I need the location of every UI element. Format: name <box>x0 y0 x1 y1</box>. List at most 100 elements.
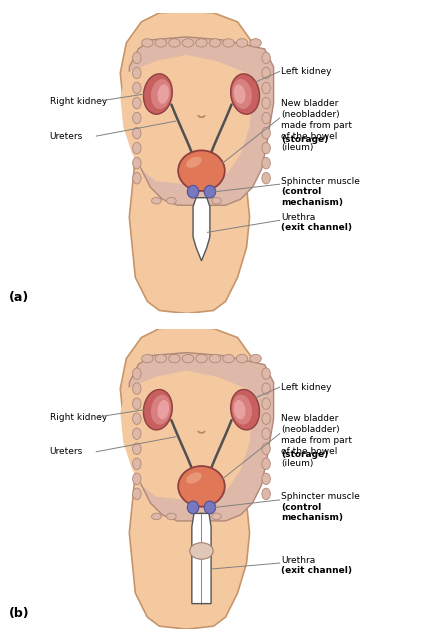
Ellipse shape <box>152 513 161 520</box>
Ellipse shape <box>132 473 141 485</box>
Ellipse shape <box>250 354 261 363</box>
Ellipse shape <box>151 79 171 109</box>
Ellipse shape <box>223 354 234 363</box>
Text: (a): (a) <box>9 291 29 304</box>
Ellipse shape <box>262 98 270 108</box>
Ellipse shape <box>132 383 141 394</box>
Ellipse shape <box>262 368 270 379</box>
Ellipse shape <box>132 127 141 139</box>
Ellipse shape <box>182 39 194 47</box>
Polygon shape <box>129 352 274 521</box>
Ellipse shape <box>132 98 141 108</box>
Text: (b): (b) <box>9 607 30 620</box>
Ellipse shape <box>178 150 225 191</box>
Text: (storage): (storage) <box>281 135 328 144</box>
Ellipse shape <box>187 186 199 198</box>
Ellipse shape <box>196 354 207 363</box>
Ellipse shape <box>197 198 206 204</box>
Ellipse shape <box>231 74 259 114</box>
Ellipse shape <box>236 354 248 363</box>
Text: (exit channel): (exit channel) <box>281 566 352 575</box>
Text: Sphincter muscle: Sphincter muscle <box>281 492 360 501</box>
Ellipse shape <box>262 473 270 485</box>
Ellipse shape <box>262 127 270 139</box>
Ellipse shape <box>132 428 141 440</box>
Ellipse shape <box>231 390 259 430</box>
Text: Left kidney: Left kidney <box>281 383 332 392</box>
Ellipse shape <box>132 143 141 154</box>
Ellipse shape <box>178 466 225 507</box>
Ellipse shape <box>151 395 171 424</box>
Ellipse shape <box>142 354 153 363</box>
Ellipse shape <box>262 383 270 394</box>
Text: (storage): (storage) <box>281 450 328 459</box>
Ellipse shape <box>158 400 169 419</box>
Ellipse shape <box>190 542 213 559</box>
Ellipse shape <box>262 52 270 64</box>
Text: Urethra: Urethra <box>281 213 315 221</box>
Ellipse shape <box>234 84 246 104</box>
Ellipse shape <box>132 67 141 79</box>
Polygon shape <box>193 198 210 261</box>
Text: Urethra: Urethra <box>281 555 315 564</box>
Text: Ureters: Ureters <box>50 447 83 456</box>
Ellipse shape <box>262 173 270 184</box>
Ellipse shape <box>167 198 176 204</box>
Ellipse shape <box>223 39 234 47</box>
Text: New bladder
(neobladder)
made from part
of the bowel
(ileum): New bladder (neobladder) made from part … <box>281 414 352 467</box>
Ellipse shape <box>132 52 141 64</box>
Ellipse shape <box>250 39 261 47</box>
Polygon shape <box>192 514 211 603</box>
Ellipse shape <box>262 428 270 440</box>
Ellipse shape <box>196 39 207 47</box>
Ellipse shape <box>262 143 270 154</box>
Text: Right kidney: Right kidney <box>50 97 107 106</box>
Ellipse shape <box>236 39 248 47</box>
Ellipse shape <box>132 368 141 379</box>
Polygon shape <box>120 55 252 184</box>
Ellipse shape <box>197 513 206 520</box>
Ellipse shape <box>262 488 270 499</box>
Text: (control
mechanism): (control mechanism) <box>281 187 343 207</box>
Ellipse shape <box>262 458 270 469</box>
Ellipse shape <box>262 157 270 169</box>
Ellipse shape <box>155 354 167 363</box>
Ellipse shape <box>132 173 141 184</box>
Ellipse shape <box>262 443 270 455</box>
Polygon shape <box>129 37 274 205</box>
Ellipse shape <box>232 395 252 424</box>
Text: (exit channel): (exit channel) <box>281 223 352 232</box>
Text: Right kidney: Right kidney <box>50 413 107 422</box>
Ellipse shape <box>186 157 202 168</box>
Ellipse shape <box>262 67 270 79</box>
Ellipse shape <box>158 84 169 104</box>
Ellipse shape <box>152 198 161 204</box>
Ellipse shape <box>212 513 221 520</box>
Ellipse shape <box>132 443 141 455</box>
Polygon shape <box>120 370 252 500</box>
Ellipse shape <box>187 501 199 514</box>
Text: Left kidney: Left kidney <box>281 67 332 76</box>
Ellipse shape <box>232 79 252 109</box>
Ellipse shape <box>142 39 153 47</box>
Ellipse shape <box>209 39 221 47</box>
Ellipse shape <box>212 198 221 204</box>
Ellipse shape <box>132 157 141 169</box>
Text: Ureters: Ureters <box>50 132 83 141</box>
Ellipse shape <box>132 413 141 424</box>
Ellipse shape <box>132 82 141 94</box>
Ellipse shape <box>234 400 246 419</box>
Ellipse shape <box>186 473 202 483</box>
Ellipse shape <box>182 354 194 363</box>
Ellipse shape <box>132 112 141 124</box>
Ellipse shape <box>262 413 270 424</box>
Polygon shape <box>120 327 259 629</box>
Ellipse shape <box>132 488 141 499</box>
Ellipse shape <box>143 74 172 114</box>
Ellipse shape <box>169 39 180 47</box>
Ellipse shape <box>155 39 167 47</box>
Ellipse shape <box>132 398 141 410</box>
Text: (control
mechanism): (control mechanism) <box>281 503 343 523</box>
Polygon shape <box>120 12 259 313</box>
Ellipse shape <box>167 513 176 520</box>
